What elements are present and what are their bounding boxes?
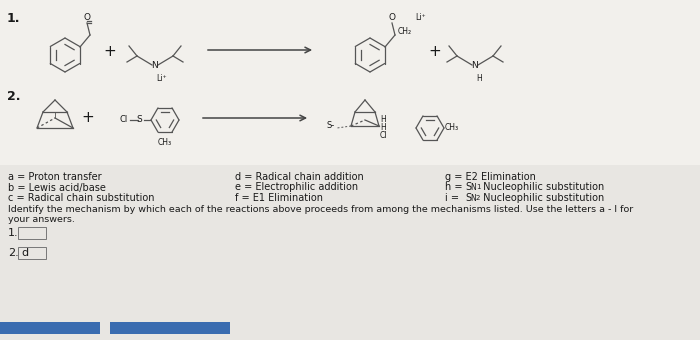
Text: d = Radical chain addition: d = Radical chain addition [235,172,364,182]
Text: O: O [83,13,90,22]
Text: CH₂: CH₂ [398,27,412,35]
Text: 1.: 1. [7,12,20,25]
Bar [0,322,100,334]
Text: Cl: Cl [380,131,388,139]
Text: Cl: Cl [120,116,128,124]
Text: c = Radical chain substitution: c = Radical chain substitution [8,193,155,203]
Text: Li⁺: Li⁺ [415,13,426,21]
Text: g = E2 Elimination: g = E2 Elimination [445,172,536,182]
Text: +: + [104,45,116,59]
Text: CH₃: CH₃ [445,123,459,133]
Text: S: S [136,116,142,124]
Text: f = E1 Elimination: f = E1 Elimination [235,193,323,203]
Text: 1: 1 [476,184,480,190]
Text: d: d [21,248,28,258]
Text: your answers.: your answers. [8,215,75,224]
Text: N: N [470,184,476,192]
Text: O: O [389,13,396,22]
Text: h =: h = [445,183,466,192]
Text: 2.: 2. [7,90,20,103]
Bar [0,0,700,165]
Text: Nucleophilic substitution: Nucleophilic substitution [480,193,604,203]
Text: CH₃: CH₃ [158,138,172,147]
Text: Nucleophilic substitution: Nucleophilic substitution [480,183,604,192]
Text: e = Electrophilic addition: e = Electrophilic addition [235,183,358,192]
Text: Li⁺: Li⁺ [156,74,167,83]
Text: i =: i = [445,193,462,203]
Text: 1.: 1. [8,228,19,238]
Text: +: + [82,110,94,125]
Text: S: S [465,193,471,203]
Text: 2: 2 [476,194,480,201]
Text: S: S [465,183,471,192]
Text: S-: S- [327,121,335,131]
Text: N: N [152,62,158,70]
Bar [110,322,230,334]
Bar [18,247,46,259]
Text: 2.: 2. [8,248,19,258]
Text: H: H [380,116,386,124]
Text: +: + [428,45,442,59]
Text: H: H [380,122,386,132]
Text: N: N [472,62,478,70]
Text: H: H [476,74,482,83]
Text: a = Proton transfer: a = Proton transfer [8,172,101,182]
Text: Identify the mechanism by which each of the reactions above proceeds from among : Identify the mechanism by which each of … [8,205,634,214]
Text: b = Lewis acid/base: b = Lewis acid/base [8,183,106,192]
Text: N: N [470,194,476,203]
Bar [18,227,46,239]
